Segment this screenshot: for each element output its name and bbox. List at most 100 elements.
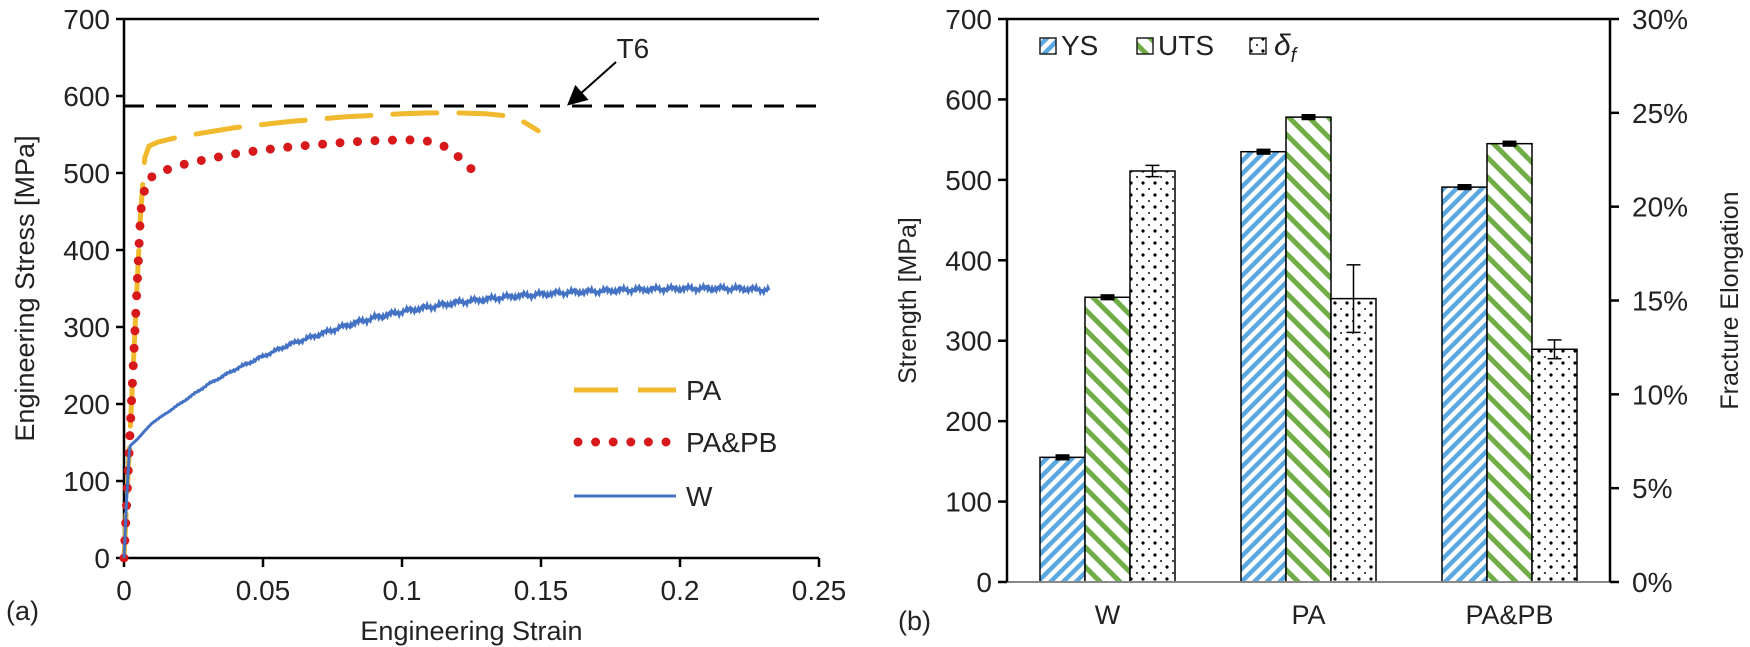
legend-label: UTS [1158,30,1214,61]
panel-label: (a) [6,596,39,626]
error-bar [1457,183,1472,191]
bar-ys [1441,186,1488,583]
y-tick-label: 100 [945,487,992,518]
data-point [439,141,449,151]
data-point [128,361,138,371]
y-tick-label: 400 [945,245,992,276]
t6-reference: T6 [124,33,819,108]
series-pa-pb [119,135,476,563]
error-bar [1502,140,1517,147]
y-tick-label: 200 [63,389,110,420]
error-bar [1055,454,1070,461]
data-point [370,136,380,146]
data-point [405,135,415,145]
bar-uts [1084,296,1131,583]
legend-label: δf [1274,29,1299,67]
x-tick-label: 0.15 [514,575,569,606]
data-point [335,138,345,148]
bar-f [1129,170,1176,583]
error-bar [1547,339,1562,360]
data-point [133,256,143,266]
data-point [132,273,142,283]
y-tick-label: 400 [63,235,110,266]
error-bar [1346,264,1361,334]
bars [1039,114,1578,583]
category-label: PA [1291,600,1325,630]
bar-group-w [1039,164,1176,583]
legend-label: PA [686,375,722,406]
legend-item-pa: PA [574,375,722,406]
y-tick-label: 700 [63,4,110,35]
y2-tick-label: 25% [1632,98,1688,129]
y2-axis-label: Fracture Elongation [1716,191,1744,409]
error-bar [1256,148,1271,155]
data-point [453,152,463,162]
t6-label: T6 [617,33,650,64]
legend-label: PA&PB [686,427,777,458]
series-w [122,281,771,559]
axes: W PA PA&PB 0 100 200 300 400 500 600 700 0% 5% 10% 15%… [945,4,1688,630]
legend-swatch-dot [626,437,636,447]
t6-arrow [567,61,617,106]
bar-ys [1240,150,1287,583]
error-bar [1100,294,1115,301]
y-tick-label: 100 [63,466,110,497]
series-lines [119,110,771,563]
y2-tick-label: 15% [1632,286,1688,317]
data-point [283,142,293,152]
data-point [179,159,189,169]
y-tick-label: 600 [63,81,110,112]
y2-tick-label: 5% [1632,473,1672,504]
y2-tick-label: 30% [1632,4,1688,35]
bar-group-pa [1240,114,1377,583]
category-label: PA&PB [1465,600,1553,630]
data-point [196,155,206,165]
data-point [127,378,137,388]
bar-f [1531,348,1578,583]
legend: YS UTS δf [1039,29,1299,67]
data-point [127,396,137,406]
y2-tick-label: 0% [1632,567,1672,598]
bar-f [1330,297,1377,583]
legend-swatch [1249,37,1267,55]
axes: 0 100 200 300 400 500 600 700 0 0.05 0.1 0.15 0.2 0.2… [63,4,846,606]
legend-item-f: δf [1249,29,1299,67]
y-tick-label: 600 [945,84,992,115]
y-tick-label: 500 [63,158,110,189]
y2-tick-label: 20% [1632,192,1688,223]
y-tick-label: 700 [945,4,992,35]
data-point [422,136,432,146]
y-tick-label: 500 [945,165,992,196]
legend-swatch-dot [573,437,583,447]
legend-swatch-dot [608,437,618,447]
data-point [213,152,223,162]
x-axis-label: Engineering Strain [360,616,582,646]
legend-item-ys: YS [1039,30,1098,61]
data-point [135,221,145,231]
x-tick-label: 0.1 [383,575,422,606]
y2-tick-label: 10% [1632,379,1688,410]
data-point [134,238,144,248]
data-point [125,431,135,441]
panel-label: (b) [898,606,931,636]
data-point [318,139,328,149]
data-point [126,413,136,423]
data-point [132,291,142,301]
data-point [147,172,157,182]
legend: PA PA&PB W [573,375,777,512]
data-point [163,164,173,174]
legend-item-uts: UTS [1136,30,1214,61]
bar-group-papb [1441,140,1578,583]
x-tick-label: 0.05 [236,575,291,606]
data-point [353,137,363,147]
error-bar [1145,164,1160,178]
y-tick-label: 300 [63,312,110,343]
legend-item-papb: PA&PB [573,427,777,458]
bar-uts [1486,142,1533,583]
x-tick-label: 0 [116,575,132,606]
bar-uts [1285,116,1332,583]
legend-swatch-dot [661,437,671,447]
legend-label: YS [1061,30,1098,61]
data-point [136,203,146,213]
